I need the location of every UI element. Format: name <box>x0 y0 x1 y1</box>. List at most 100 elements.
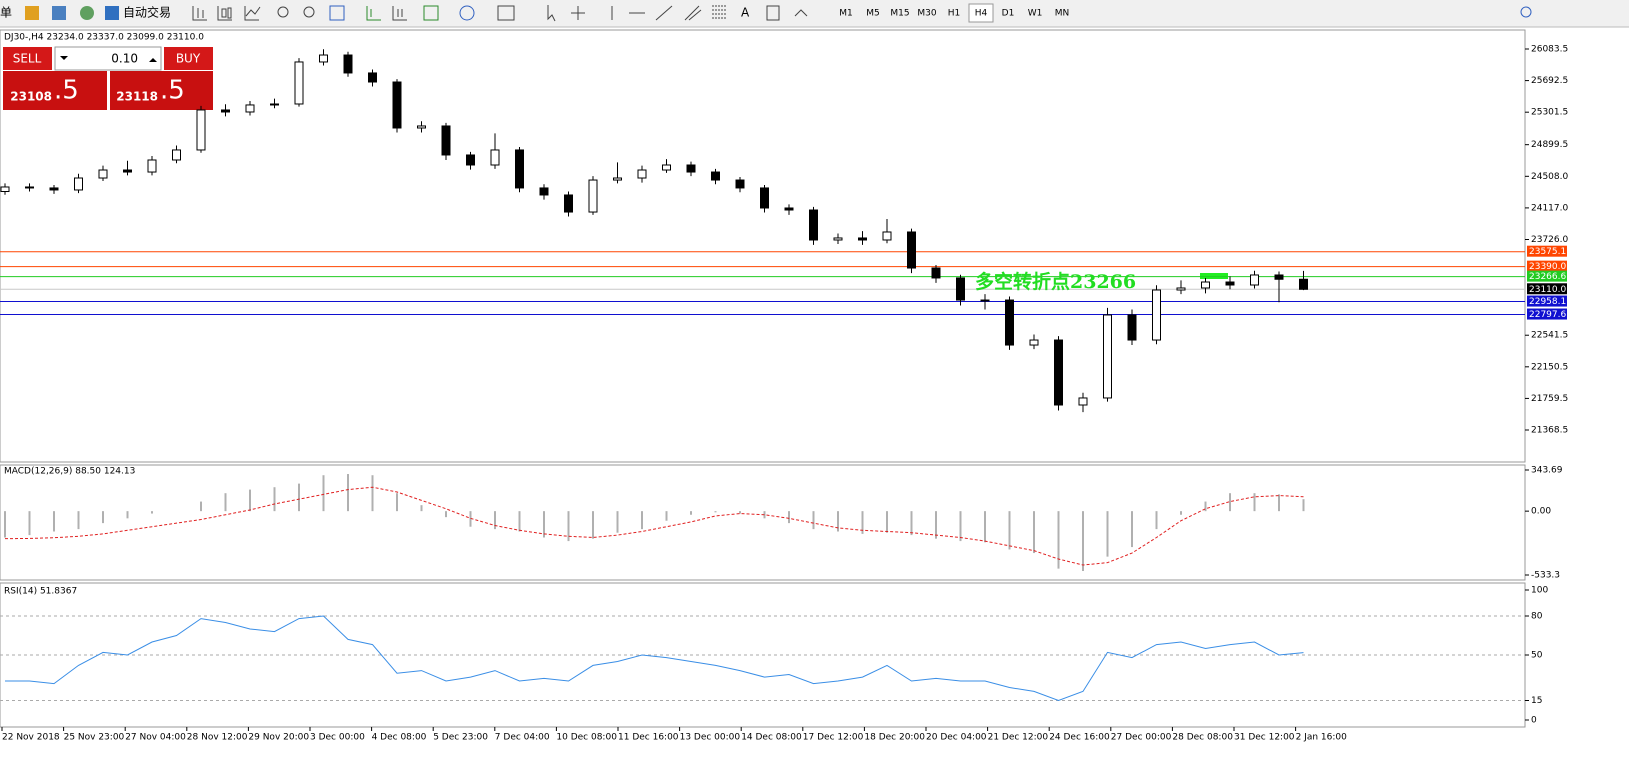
buy-label[interactable]: BUY <box>176 52 201 66</box>
candle-body <box>907 231 916 269</box>
timeframe-button[interactable]: M15 <box>890 9 909 19</box>
buy-button[interactable] <box>164 47 213 70</box>
icon[interactable] <box>766 5 780 21</box>
candle-body <box>515 149 524 189</box>
icon[interactable] <box>25 6 39 20</box>
icon[interactable] <box>329 5 345 21</box>
icon[interactable] <box>1520 6 1532 18</box>
icon[interactable] <box>459 5 475 21</box>
icon[interactable] <box>497 5 515 21</box>
lot-input[interactable] <box>54 46 162 71</box>
candle-body <box>441 125 451 156</box>
candle-body <box>1029 339 1039 346</box>
level-label: 23575.1 <box>1529 247 1566 257</box>
icon[interactable] <box>366 6 381 21</box>
y-tick-label: 0.00 <box>1531 507 1551 517</box>
icon[interactable] <box>80 6 94 20</box>
y-tick-label: 25301.5 <box>1531 108 1568 118</box>
x-tick-label: 3 Dec 00:00 <box>310 733 365 743</box>
toolbar-icons <box>192 5 1532 22</box>
timeframe-button[interactable]: D1 <box>1002 9 1015 19</box>
icon[interactable] <box>423 5 439 21</box>
x-tick-label: 25 Nov 23:00 <box>64 733 125 743</box>
level-label-box <box>1527 260 1567 272</box>
y-tick-label: 80 <box>1531 612 1543 622</box>
level-label-box <box>1527 270 1567 282</box>
icon[interactable] <box>392 6 407 21</box>
icon[interactable] <box>277 6 289 18</box>
annotation: 多空转折点23266 <box>975 270 1136 293</box>
y-tick-label: 0 <box>1531 716 1537 726</box>
candle-body <box>172 149 181 161</box>
icon[interactable] <box>655 5 673 21</box>
candle-body <box>25 186 34 189</box>
level-label: 23390.0 <box>1529 262 1566 272</box>
y-tick-label: 23726.0 <box>1531 235 1568 245</box>
toolbar-item[interactable]: 单 <box>0 6 12 20</box>
icon[interactable] <box>105 6 119 20</box>
candle-body <box>809 209 818 241</box>
candle-body <box>74 177 83 191</box>
sell-label[interactable]: SELL <box>13 52 42 66</box>
icon[interactable] <box>547 5 556 22</box>
bid-fraction[interactable]: .5 <box>54 76 79 106</box>
y-tick-label: 26083.5 <box>1531 44 1568 54</box>
x-tick-label: 4 Dec 08:00 <box>372 733 427 743</box>
icon[interactable] <box>192 6 207 21</box>
icon[interactable] <box>571 6 585 20</box>
y-tick-label: 15 <box>1531 696 1542 706</box>
candle-body <box>539 187 549 196</box>
ask-fraction[interactable]: .5 <box>160 76 185 106</box>
icon[interactable] <box>684 5 702 21</box>
bid-price[interactable]: 23108 <box>10 90 52 104</box>
timeframe-button[interactable]: MN <box>1055 9 1070 19</box>
candle-body <box>564 194 573 213</box>
timeframe-button[interactable]: M1 <box>839 9 853 19</box>
icon-text-tool[interactable]: A <box>741 6 750 20</box>
macd-signal <box>4 486 1304 566</box>
icon[interactable] <box>303 6 315 18</box>
timeframe-button[interactable]: M5 <box>866 9 880 19</box>
candle-body <box>784 207 794 211</box>
candle-body <box>245 104 255 113</box>
icon[interactable] <box>794 9 808 17</box>
icon[interactable] <box>712 5 726 19</box>
candle-body <box>270 103 279 106</box>
macd-label: MACD(12,26,9) 88.50 124.13 <box>4 467 135 477</box>
lot-value[interactable]: 0.10 <box>111 52 138 66</box>
candle-body <box>1005 299 1014 346</box>
x-tick-label: 17 Dec 12:00 <box>803 733 864 743</box>
candle-body <box>490 149 500 166</box>
toolbar-item[interactable]: 自动交易 <box>123 5 171 20</box>
timeframe-button[interactable]: W1 <box>1028 9 1043 19</box>
timeframe-button[interactable]: H1 <box>948 9 961 19</box>
level-label: 22958.1 <box>1529 297 1566 307</box>
timeframe-button[interactable]: M30 <box>917 9 936 19</box>
y-tick-label: 22150.5 <box>1531 362 1568 372</box>
ask-price[interactable]: 23118 <box>116 90 158 104</box>
x-tick-label: 11 Dec 16:00 <box>618 733 679 743</box>
timeframe-button[interactable]: H4 <box>975 9 988 19</box>
candle-body <box>1250 274 1259 286</box>
icon[interactable] <box>244 6 261 21</box>
icon[interactable] <box>217 6 232 21</box>
candle-body <box>417 125 426 129</box>
candle-body <box>343 54 353 74</box>
y-tick-label: 24508.0 <box>1531 172 1568 182</box>
candle-body <box>294 61 304 105</box>
sell-button[interactable] <box>3 47 52 70</box>
bid-box[interactable] <box>3 71 107 110</box>
candle-body <box>760 187 769 209</box>
candle-body <box>711 171 720 181</box>
ask-box[interactable] <box>110 71 213 110</box>
price-panel <box>0 29 1526 463</box>
y-tick-label: 24117.0 <box>1531 203 1568 213</box>
candle-body <box>221 109 230 113</box>
x-tick-label: 22 Nov 2018 <box>2 733 60 743</box>
x-tick-label: 20 Dec 04:00 <box>926 733 987 743</box>
icon[interactable] <box>52 6 66 20</box>
candle-body <box>1176 287 1186 291</box>
candle-body <box>392 81 402 129</box>
rsi-line <box>5 615 1304 702</box>
